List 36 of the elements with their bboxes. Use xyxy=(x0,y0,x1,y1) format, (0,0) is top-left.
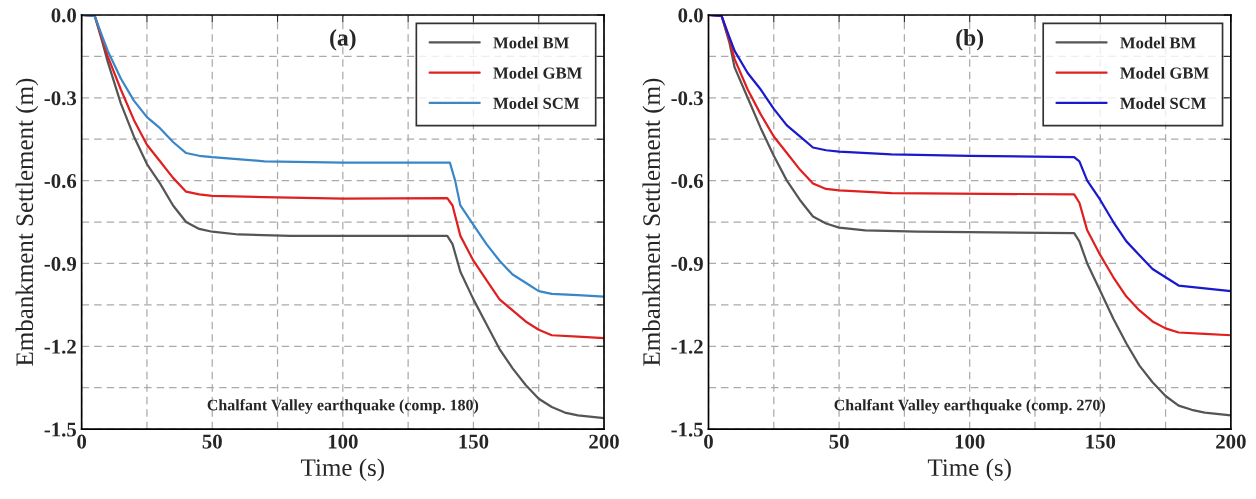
legend-label: Model BM xyxy=(1120,36,1196,49)
x-tick-label: 100 xyxy=(955,434,985,449)
y-tick-label: -0.6 xyxy=(44,174,77,189)
legend-label: Model SCM xyxy=(1120,97,1206,109)
x-tick-label: 150 xyxy=(459,434,489,449)
x-tick-label: 50 xyxy=(829,434,849,449)
y-tick-label: -1.2 xyxy=(671,339,703,354)
y-tick-label: -0.9 xyxy=(671,256,703,271)
y-axis-title: Embankment Settlement (m) xyxy=(15,78,39,366)
annotation: Chalfant Valley earthquake (comp. 180) xyxy=(207,399,479,414)
y-axis-title: Embankment Settlement (m) xyxy=(642,78,666,366)
y-tick-label: -1.2 xyxy=(44,339,76,354)
x-tick-label: 0 xyxy=(704,434,713,449)
text: (a) xyxy=(330,29,356,51)
x-tick-label: 200 xyxy=(589,434,619,449)
y-tick-label: -0.3 xyxy=(44,91,77,106)
legend-label: Model GBM xyxy=(1120,66,1209,79)
y-tick-label: -0.6 xyxy=(671,174,704,189)
y-tick-label: -1.5 xyxy=(44,422,77,437)
y-tick-label: -0.3 xyxy=(671,91,703,106)
annotation: Chalfant Valley earthquake (comp. 270) xyxy=(834,399,1105,414)
x-tick-label: 150 xyxy=(1086,434,1116,449)
y-tick-label: -0.9 xyxy=(44,256,77,271)
x-tick-label: 0 xyxy=(77,434,87,449)
y-tick-label: -1.5 xyxy=(671,422,703,437)
x-tick-label: 100 xyxy=(328,434,358,449)
legend-label: Model GBM xyxy=(493,66,582,79)
legend-label: Model BM xyxy=(493,36,569,49)
x-tick-label: 200 xyxy=(1216,434,1246,449)
text: (b) xyxy=(956,29,984,51)
y-tick-label: 0.0 xyxy=(678,8,703,23)
x-tick-label: 50 xyxy=(202,434,222,449)
y-tick-label: 0.0 xyxy=(51,8,76,23)
x-axis-title: Time (s) xyxy=(927,458,1011,482)
legend-label: Model SCM xyxy=(493,97,580,109)
x-axis-title: Time (s) xyxy=(301,458,384,482)
